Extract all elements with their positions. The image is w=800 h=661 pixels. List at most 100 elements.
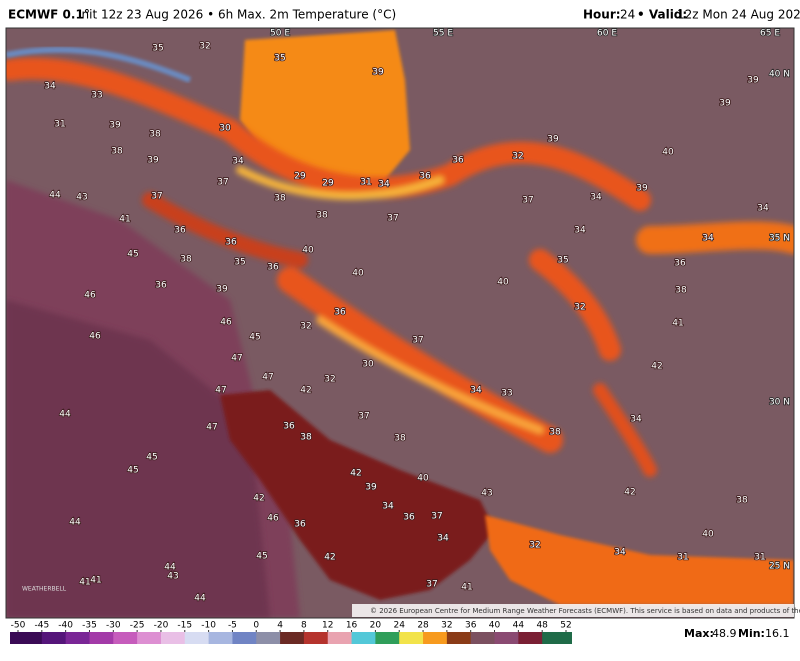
map-value: 41 xyxy=(90,576,101,586)
map-value: 41 xyxy=(79,578,90,588)
map-value: 36 xyxy=(294,520,306,530)
desert xyxy=(6,300,270,618)
map-value: 39 xyxy=(109,121,121,131)
mountain-heat xyxy=(6,57,794,477)
map-value: 44 xyxy=(164,563,176,573)
map-value: 47 xyxy=(262,373,273,383)
map-value: 32 xyxy=(574,303,585,313)
map-value: 34 xyxy=(44,82,56,92)
colorbar-cell xyxy=(137,632,162,644)
map-value: 45 xyxy=(127,466,138,476)
map-value: 45 xyxy=(256,552,267,562)
valid: 12z Mon 24 Aug 2026 xyxy=(677,8,800,22)
map-value: 46 xyxy=(267,514,279,524)
map-value: 44 xyxy=(59,410,71,420)
colorbar-tick-label: -15 xyxy=(177,621,192,631)
colorbar-cell xyxy=(41,632,67,644)
map-frame xyxy=(5,27,795,619)
colorbar-tick-label: 52 xyxy=(560,621,571,631)
map-value: 36 xyxy=(403,513,415,523)
map-value: 32 xyxy=(300,322,311,332)
colorbar-tick-label: -50 xyxy=(11,621,26,631)
heat-band xyxy=(636,221,794,254)
colorbar-tick-label: 8 xyxy=(301,621,307,631)
map-value: 34 xyxy=(757,204,769,214)
max: 48.9 xyxy=(712,627,737,640)
map-value: 31 xyxy=(754,553,765,563)
grid-labels: 50 E 55 E 60 E 65 E 40 N 35 N 30 N 25 N xyxy=(269,28,791,572)
map-value: 44 xyxy=(194,594,206,604)
map-value: 42 xyxy=(253,494,264,504)
colorbar-cell xyxy=(423,632,448,644)
map-value: 39 xyxy=(147,156,159,166)
colorbar-cell xyxy=(89,632,114,644)
cool-ridge xyxy=(6,46,192,83)
colorbar-cell xyxy=(399,632,424,644)
colorbar-tick-label: 32 xyxy=(441,621,452,631)
colorbar-tick-label: 44 xyxy=(513,621,525,631)
colorbar-cap xyxy=(566,632,572,644)
map-value: 38 xyxy=(316,211,328,221)
logo: WEATHERBELL xyxy=(22,586,67,593)
map-value: 36 xyxy=(155,281,167,291)
colorbar-tick-label: -45 xyxy=(34,621,49,631)
map-value: 36 xyxy=(674,259,686,269)
credit: © 2026 European Centre for Medium Range … xyxy=(370,607,800,615)
map-value: 42 xyxy=(324,553,335,563)
colorbar-cell xyxy=(113,632,138,644)
map-value: 37 xyxy=(217,178,228,188)
map-value: 39 xyxy=(547,135,559,145)
colorbar-cell xyxy=(160,632,186,644)
credit-box xyxy=(352,604,794,617)
colorbar-cell xyxy=(65,632,90,644)
map: 35 32 34 33 35 39 39 39 31 39 38 30 38 39 34 36 32 39 40 44… xyxy=(5,27,800,619)
grid-label: 35 N xyxy=(769,234,790,244)
map-value: 36 xyxy=(334,308,346,318)
hour-label: Hour: xyxy=(583,8,621,22)
colorbar-cell xyxy=(351,632,376,644)
caspian-sea xyxy=(240,30,410,185)
map-value: 43 xyxy=(481,489,492,499)
map-value: 33 xyxy=(501,389,512,399)
map-value: 34 xyxy=(590,193,602,203)
map-value: 36 xyxy=(174,226,186,236)
grid-label: 60 E xyxy=(597,29,617,39)
colorbar-tick-label: -30 xyxy=(106,621,121,631)
map-value: 32 xyxy=(199,42,210,52)
map-value: 29 xyxy=(294,172,306,182)
colorbar-cap xyxy=(10,632,18,644)
map-value: 45 xyxy=(249,333,260,343)
colorbar-tick-label: -25 xyxy=(130,621,145,631)
map-value: 39 xyxy=(216,285,228,295)
map-value: 29 xyxy=(322,179,334,189)
colorbar-tick-label: 24 xyxy=(393,621,405,631)
persian-gulf xyxy=(220,390,495,600)
map-value: 34 xyxy=(702,234,714,244)
colorbar-cell xyxy=(518,632,543,644)
model: ECMWF 0.1° xyxy=(8,8,90,22)
map-value: 39 xyxy=(747,76,759,86)
map-value: 40 xyxy=(417,474,429,484)
map-value: 37 xyxy=(426,580,437,590)
map-value: 38 xyxy=(180,255,192,265)
map-value: 39 xyxy=(365,483,377,493)
map-value: 41 xyxy=(119,215,130,225)
colorbar-tick-label: 4 xyxy=(277,621,283,631)
map-value: 38 xyxy=(394,434,406,444)
map-value: 37 xyxy=(522,196,533,206)
map-value: 42 xyxy=(300,386,311,396)
map-value: 43 xyxy=(167,572,178,582)
colorbar-tick-label: -40 xyxy=(58,621,73,631)
colorbar-cell xyxy=(303,632,329,644)
map-value: 47 xyxy=(231,354,242,364)
map-value: 37 xyxy=(151,192,162,202)
map-value: 47 xyxy=(215,386,226,396)
map-value: 40 xyxy=(497,278,509,288)
map-value: 34 xyxy=(574,226,586,236)
colorbar-tick-label: 20 xyxy=(370,621,382,631)
map-value: 36 xyxy=(225,238,237,248)
colorbar: -50 -45 -40 -35 -30 -25 -20 -15 -10 -5 0 4 8 12 16 20 24… xyxy=(10,621,572,644)
min-label: Min: xyxy=(738,627,765,640)
map-value: 46 xyxy=(84,291,96,301)
map-labels: 35 32 34 33 35 39 39 39 31 39 38 30 38 39 34 36 32 39 40 44… xyxy=(43,41,769,605)
